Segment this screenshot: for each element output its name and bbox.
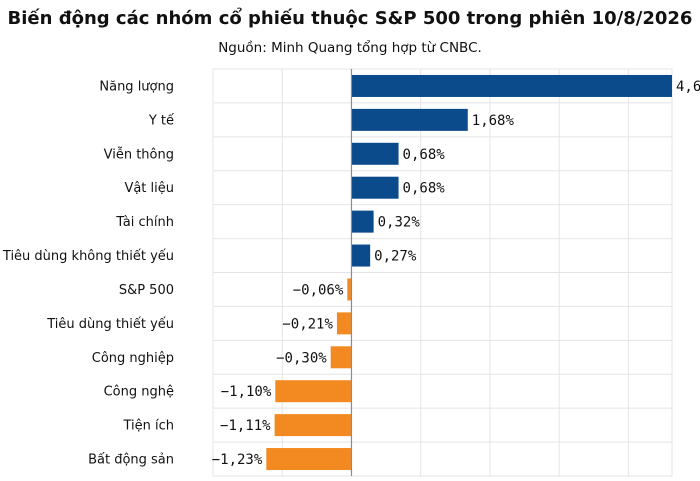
- category-label: Công nghệ: [104, 385, 174, 400]
- bar-layer: [266, 74, 672, 471]
- data-label: 0,27%: [374, 249, 417, 265]
- label-layer: Năng lượng 4,63% Y tế 1,68% Viễn thông 0,68% V…: [2, 79, 700, 468]
- data-label: 0,68%: [403, 147, 446, 163]
- chart-subtitle: Nguồn: Minh Quang tổng hợp từ CNBC.: [218, 40, 482, 56]
- data-label: −1,10%: [221, 384, 272, 400]
- bar: [347, 278, 352, 301]
- data-label: 0,32%: [378, 215, 421, 231]
- bar: [351, 74, 672, 97]
- bar: [266, 448, 352, 471]
- data-label: −1,11%: [220, 418, 271, 434]
- bar: [351, 142, 399, 165]
- bar: [274, 414, 352, 437]
- bar: [351, 176, 399, 199]
- data-label: 0,68%: [403, 181, 446, 197]
- bar: [351, 210, 374, 233]
- category-label: Y tế: [148, 113, 174, 128]
- chart-title: Biến động các nhóm cổ phiếu thuộc S&P 50…: [7, 8, 693, 29]
- category-label: Viễn thông: [104, 147, 174, 162]
- bar: [330, 346, 352, 369]
- data-label: −0,21%: [282, 316, 333, 332]
- bar: [336, 312, 352, 335]
- category-label: Bất động sản: [88, 453, 174, 468]
- category-label: Tiêu dùng thiết yếu: [46, 317, 174, 332]
- category-label: Công nghiệp: [92, 351, 174, 366]
- bar: [351, 244, 371, 267]
- category-label: Tiêu dùng không thiết yếu: [2, 249, 174, 264]
- data-label: 4,63%: [676, 79, 700, 95]
- data-label: −0,06%: [293, 282, 344, 298]
- category-label: Năng lượng: [99, 79, 174, 94]
- data-label: 1,68%: [472, 113, 515, 129]
- grid-layer: [212, 68, 673, 477]
- data-label: −1,23%: [212, 452, 263, 468]
- category-label: Tiện ích: [122, 419, 174, 434]
- category-label: S&P 500: [119, 283, 174, 298]
- category-label: Vật liệu: [124, 181, 174, 196]
- bar: [275, 380, 352, 403]
- data-label: −0,30%: [276, 350, 327, 366]
- bar: [351, 108, 468, 131]
- category-label: Tài chính: [115, 215, 174, 230]
